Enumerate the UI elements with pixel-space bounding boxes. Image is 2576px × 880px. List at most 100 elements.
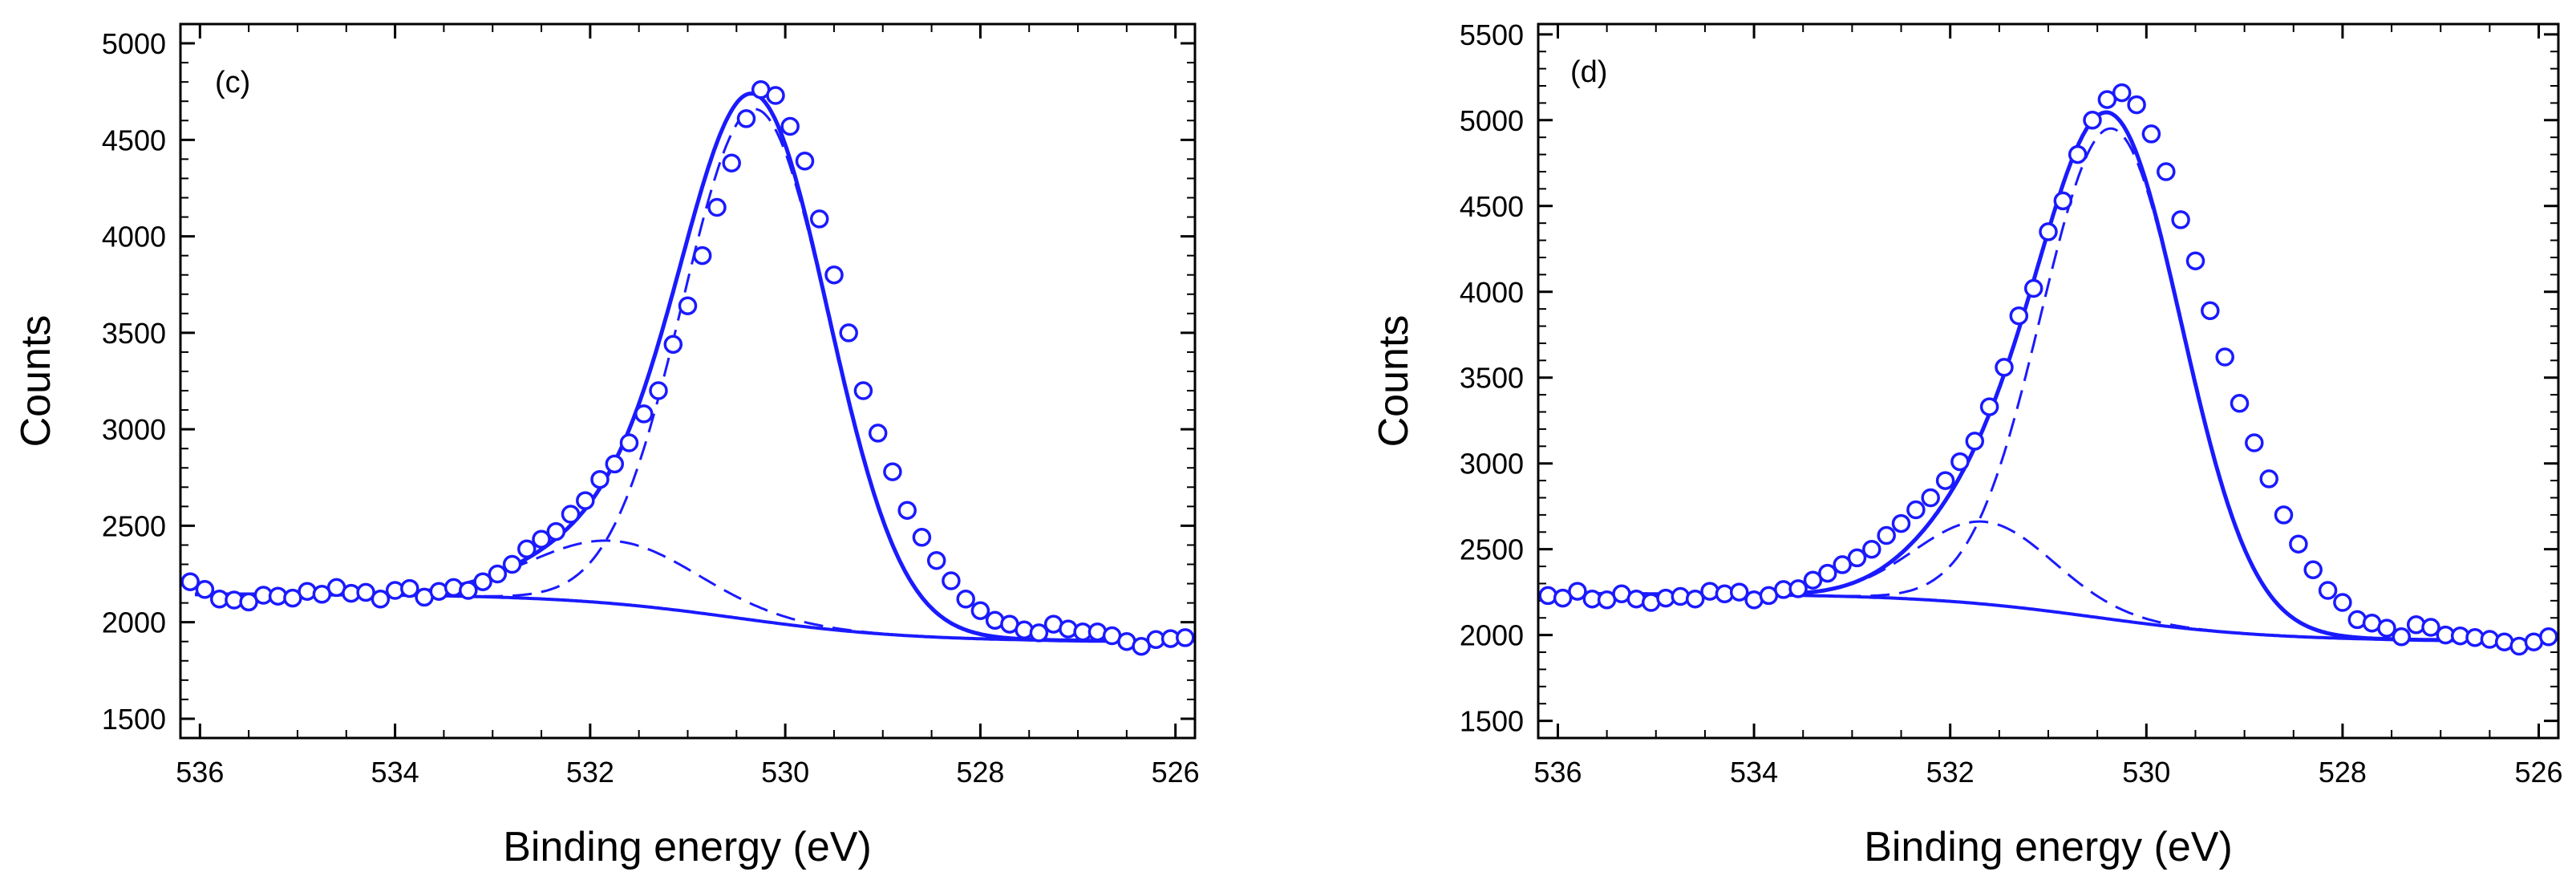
data-point (853, 381, 873, 400)
data-point (239, 592, 258, 612)
data-point (298, 582, 317, 601)
data-point (1847, 548, 1867, 568)
data-point (561, 505, 581, 524)
data-point (2289, 534, 2308, 554)
data-point (371, 590, 391, 609)
data-point (780, 116, 800, 136)
data-point (2083, 111, 2102, 130)
data-point (180, 572, 200, 591)
x-tick-label: 536 (176, 756, 224, 789)
data-point (1995, 358, 2014, 377)
x-tick-label: 532 (566, 756, 614, 789)
data-point (2112, 83, 2132, 103)
chart-panel-c: 536 534 532 530 528 526 1500 2000 2500 3000 3500 40… (13, 22, 1200, 870)
x-tick-label: 530 (2122, 756, 2170, 789)
y-tick-label: 2000 (1460, 619, 1524, 652)
data-point (1788, 579, 1808, 598)
y-tick-label: 3000 (102, 413, 166, 446)
data-point (2215, 347, 2234, 367)
y-tick-label: 3500 (1460, 362, 1524, 395)
y-tick-label: 4000 (102, 221, 166, 253)
data-point (1538, 586, 1557, 606)
data-point (576, 491, 595, 510)
data-point (590, 469, 610, 489)
data-point (2274, 505, 2294, 525)
data-point (2539, 627, 2558, 647)
y-tick-label: 1500 (102, 703, 166, 736)
data-point (2392, 627, 2412, 647)
data-point (2333, 593, 2352, 612)
data-point (809, 209, 829, 229)
data-point (1906, 500, 1926, 520)
data-point (2127, 95, 2146, 115)
data-point (2201, 301, 2220, 321)
y-axis-title: Counts (1371, 315, 1417, 448)
y-tick-label: 3500 (102, 317, 166, 350)
data-point (2303, 560, 2323, 580)
panel-label: (d) (1570, 55, 1607, 89)
data-point (795, 152, 815, 171)
data-point (2171, 210, 2190, 229)
x-tick-label: 528 (2319, 756, 2367, 789)
data-point (2068, 144, 2088, 164)
data-point (722, 153, 741, 172)
data-point (459, 581, 478, 600)
data-point (1685, 589, 1705, 609)
data-point (1015, 620, 1034, 640)
data-point (1833, 555, 1852, 574)
data-point (942, 571, 961, 590)
data-point (502, 554, 522, 574)
data-point (1553, 588, 1573, 608)
data-point (1176, 628, 1195, 647)
data-points-layer (180, 80, 1195, 656)
data-point (1729, 582, 1749, 602)
data-point (1029, 623, 1049, 643)
x-tick-label: 526 (2514, 756, 2562, 789)
data-point (400, 578, 419, 598)
data-point (1979, 397, 1999, 416)
data-point (619, 433, 639, 452)
data-point (2230, 394, 2250, 413)
data-point (2141, 124, 2161, 144)
data-point (517, 539, 537, 559)
data-point (2245, 433, 2264, 452)
data-point (2421, 618, 2440, 637)
data-point (2053, 191, 2073, 211)
data-point (195, 580, 215, 599)
data-point (605, 454, 625, 474)
y-tick-label: 5000 (1460, 104, 1524, 137)
y-tick-label: 4000 (1460, 276, 1524, 309)
y-tick-label: 5500 (1460, 18, 1524, 51)
data-point (897, 501, 917, 520)
data-point (883, 462, 902, 481)
y-tick-label: 4500 (102, 124, 166, 156)
plot-frame (179, 22, 1197, 740)
x-tick-label: 526 (1152, 756, 1200, 789)
y-tick-label: 4500 (1460, 190, 1524, 223)
data-point (868, 424, 888, 443)
data-point (1700, 582, 1719, 601)
data-point (532, 529, 551, 549)
data-point (2023, 278, 2043, 298)
data-point (1921, 488, 1940, 508)
panel-label: (c) (215, 66, 250, 99)
y-tick-label: 2500 (1460, 533, 1524, 566)
data-point (634, 404, 654, 424)
data-point (2039, 222, 2058, 241)
x-tick-label: 528 (956, 756, 1004, 789)
x-tick-label: 534 (1730, 756, 1778, 789)
data-point (649, 381, 668, 400)
data-point (970, 601, 990, 620)
chart-panel-d: 536 534 532 530 528 526 1500 2000 2500 3000 3500 40… (1371, 18, 2563, 870)
data-point (2097, 90, 2117, 109)
data-point (546, 521, 566, 541)
data-point (1671, 586, 1691, 606)
x-tick-label: 534 (371, 756, 419, 789)
data-point (2185, 251, 2205, 270)
plot-frame (1537, 22, 2560, 740)
y-tick-label: 2500 (102, 509, 166, 542)
data-point (1818, 563, 1837, 583)
data-point (488, 564, 508, 584)
